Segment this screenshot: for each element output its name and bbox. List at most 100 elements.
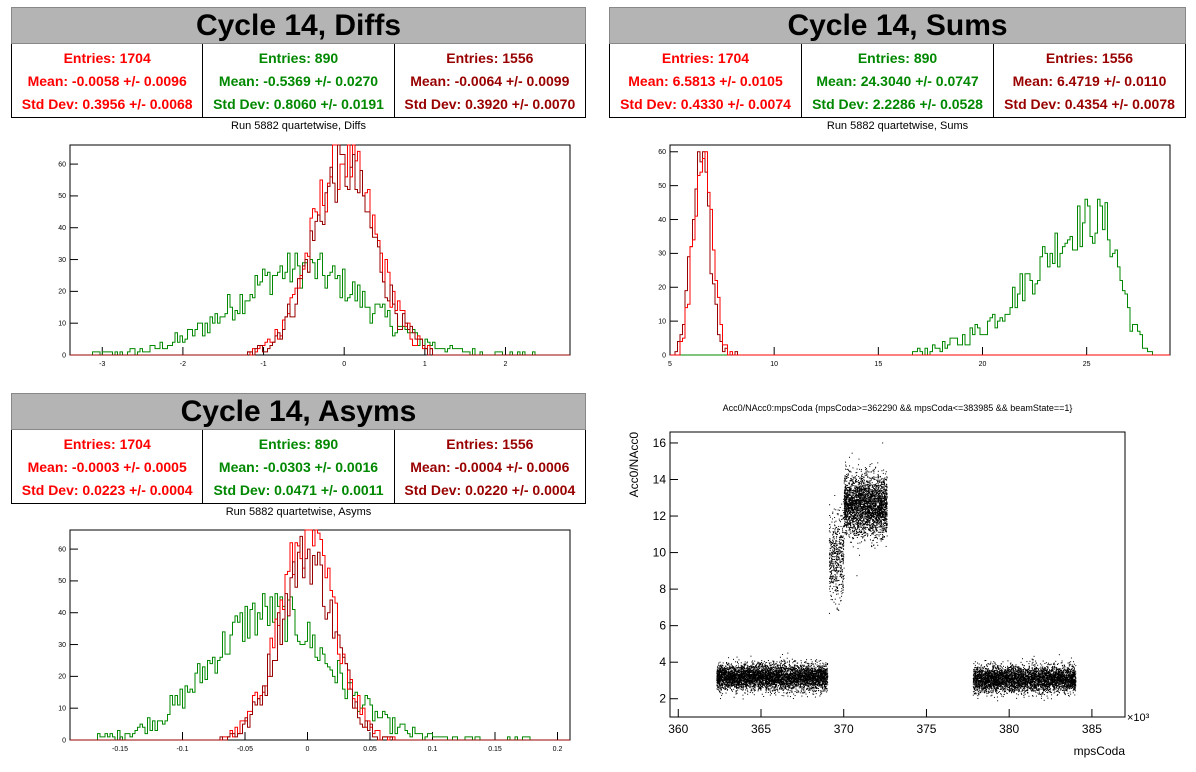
scatter-point — [787, 689, 789, 691]
scatter-point — [793, 667, 795, 669]
scatter-point — [784, 668, 786, 670]
scatter-point — [774, 667, 776, 669]
scatter-point — [791, 688, 793, 690]
scatter-point — [764, 675, 766, 677]
scatter-point — [792, 674, 794, 676]
scatter-point — [796, 680, 798, 682]
y-tick-label: 40 — [58, 225, 66, 232]
scatter-point — [727, 678, 729, 680]
scatter-point — [790, 666, 792, 668]
scatter-point — [780, 675, 782, 677]
scatter-point — [739, 676, 741, 678]
scatter-point — [772, 681, 774, 683]
scatter-point — [810, 678, 812, 680]
scatter-point — [787, 652, 789, 654]
scatter-point — [811, 676, 813, 678]
scatter-point — [788, 677, 790, 679]
scatter-point — [808, 684, 810, 686]
scatter-point — [795, 673, 797, 675]
scatter-point — [819, 684, 821, 686]
scatter-point — [754, 677, 756, 679]
scatter-point — [764, 680, 766, 682]
scatter-point — [805, 681, 807, 683]
scatter-point — [761, 663, 763, 665]
scatter-point — [826, 677, 828, 679]
scatter-point — [717, 673, 719, 675]
scatter-point — [797, 677, 799, 679]
scatter-point — [742, 688, 744, 690]
scatter-point — [816, 673, 818, 675]
scatter-point — [722, 677, 724, 679]
scatter-point — [758, 670, 760, 672]
scatter-point — [818, 671, 820, 673]
scatter-point — [746, 684, 748, 686]
scatter-point — [732, 666, 734, 668]
scatter-point — [782, 673, 784, 675]
scatter-point — [721, 682, 723, 684]
scatter-point — [778, 669, 780, 671]
scatter-point — [771, 686, 773, 688]
scatter-point — [756, 678, 758, 680]
scatter-point — [822, 675, 824, 677]
scatter-point — [763, 680, 765, 682]
scatter-point — [779, 688, 781, 690]
scatter-point — [774, 671, 776, 673]
scatter-point — [815, 688, 817, 690]
scatter-point — [778, 680, 780, 682]
scatter-point — [794, 672, 796, 674]
scatter-point — [797, 662, 799, 664]
scatter-point — [756, 676, 758, 678]
scatter-point — [788, 687, 790, 689]
scatter-point — [718, 679, 720, 681]
scatter-point — [783, 669, 785, 671]
scatter-point — [741, 666, 743, 668]
scatter-point — [820, 668, 822, 670]
scatter-point — [773, 672, 775, 674]
scatter-point — [733, 696, 735, 698]
scatter-point — [716, 685, 718, 687]
scatter-point — [717, 675, 719, 677]
scatter-point — [726, 679, 728, 681]
scatter-point — [800, 662, 802, 664]
scatter-point — [817, 679, 819, 681]
scatter-point — [740, 670, 742, 672]
scatter-point — [823, 683, 825, 685]
scatter-point — [809, 672, 811, 674]
scatter-point — [746, 679, 748, 681]
scatter-point — [729, 681, 731, 683]
scatter-point — [752, 683, 754, 685]
scatter-point — [809, 677, 811, 679]
scatter-point — [813, 673, 815, 675]
scatter-point — [771, 685, 773, 687]
scatter-point — [803, 689, 805, 691]
scatter-point — [742, 684, 744, 686]
scatter-point — [768, 668, 770, 670]
scatter-point — [816, 676, 818, 678]
scatter-point — [820, 686, 822, 688]
scatter-point — [818, 660, 820, 662]
scatter-point — [780, 666, 782, 668]
scatter-point — [780, 670, 782, 672]
scatter-point — [734, 680, 736, 682]
scatter-point — [786, 671, 788, 673]
scatter-point — [737, 671, 739, 673]
stat-mean: Mean: -0.0003 +/- 0.0005 — [27, 458, 187, 475]
scatter-point — [757, 672, 759, 674]
scatter-point — [794, 676, 796, 678]
scatter-point — [718, 683, 720, 685]
scatter-point — [727, 688, 729, 690]
scatter-point — [802, 692, 804, 694]
scatter-point — [722, 672, 724, 674]
asyms-histogram: -0.15 -0.1 -0.05 0 0.05 0.1 0.15 0.201020304050… — [58, 529, 571, 753]
scatter-point — [735, 674, 737, 676]
scatter-point — [719, 679, 721, 681]
scatter-point — [754, 668, 756, 670]
scatter-point — [794, 682, 796, 684]
scatter-point — [804, 680, 806, 682]
scatter-point — [824, 684, 826, 686]
scatter-point — [732, 667, 734, 669]
y-tick-label: 16 — [653, 436, 667, 450]
scatter-point — [744, 672, 746, 674]
scatter-point — [754, 672, 756, 674]
scatter-point — [764, 686, 766, 688]
